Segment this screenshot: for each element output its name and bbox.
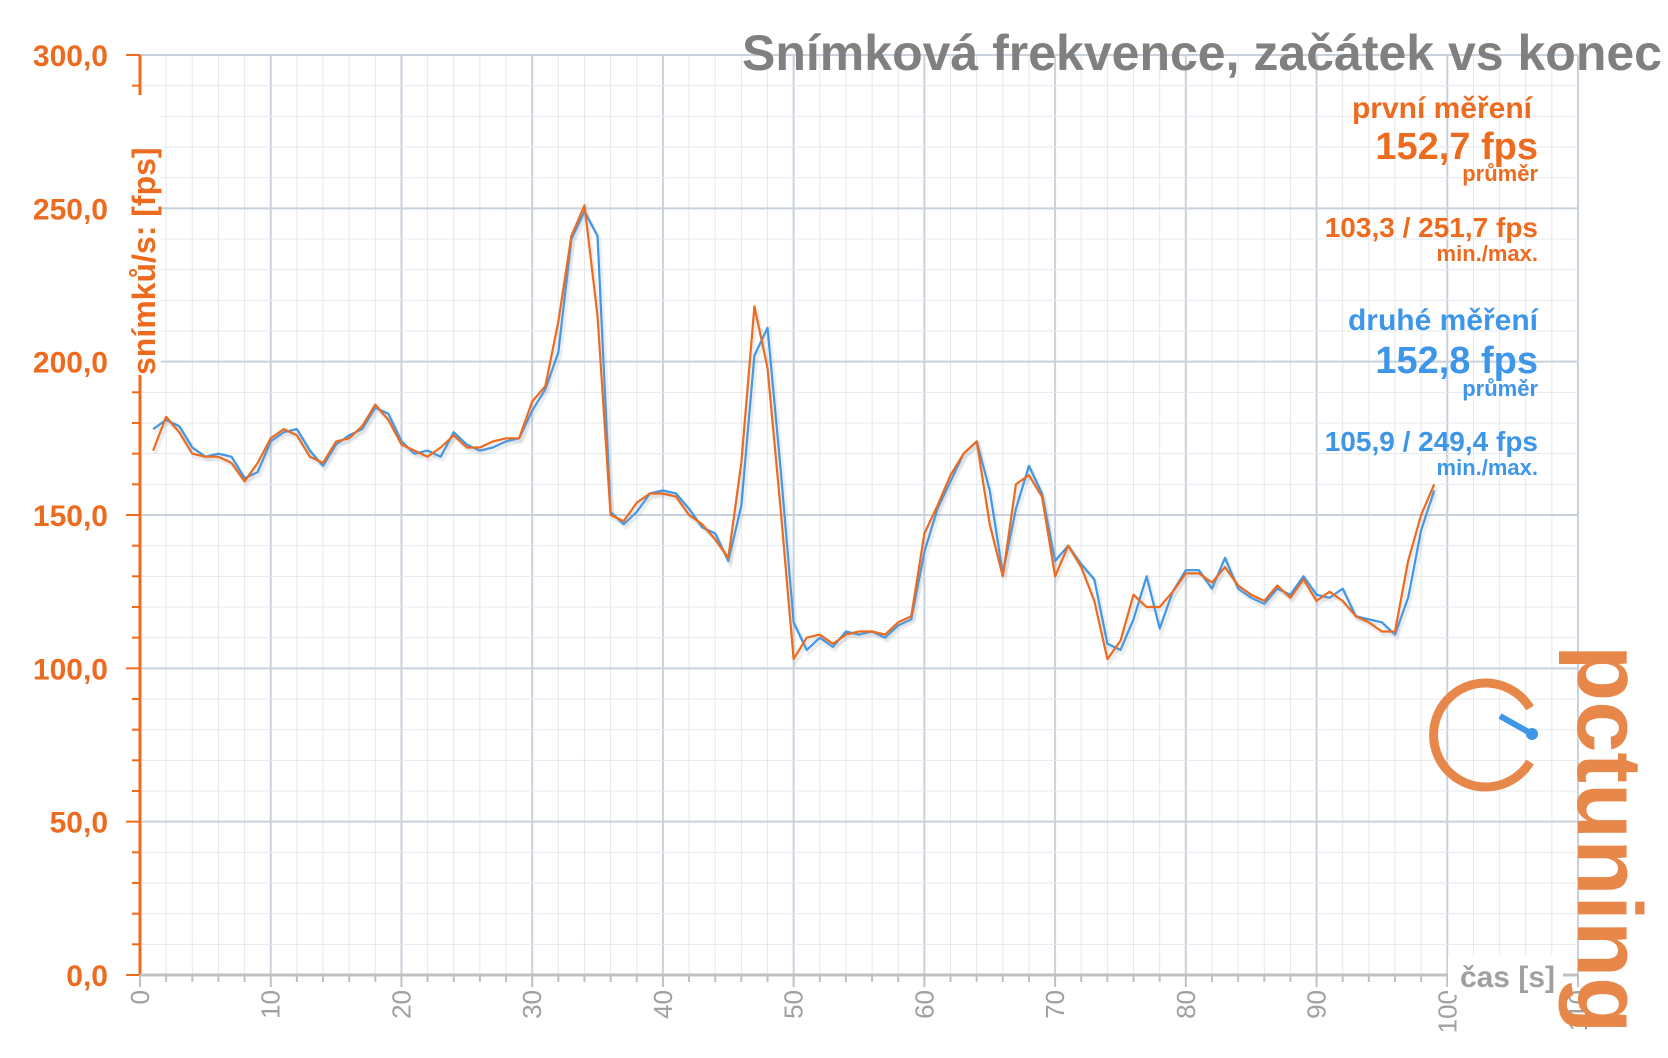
x-axis-label: čas [s]	[1460, 961, 1555, 994]
second-label: druhé měření	[1348, 304, 1540, 337]
x-tick-label: 60	[909, 990, 939, 1019]
first-minmax-label: min./max.	[1437, 241, 1538, 266]
x-tick-label: 0	[125, 990, 155, 1004]
y-tick-label: 150,0	[33, 500, 108, 533]
first-avg-label: průměr	[1462, 161, 1538, 186]
series-line-first	[152, 204, 1436, 661]
grid	[140, 54, 1579, 975]
second-avg: 152,8 fps	[1375, 340, 1538, 382]
x-tick-label: 80	[1171, 990, 1201, 1019]
x-tick-label: 70	[1040, 990, 1070, 1019]
annotation-second: druhé měření 152,8 fps průměr 105,9 / 24…	[1325, 304, 1540, 480]
first-avg: 152,7 fps	[1375, 126, 1538, 168]
x-tick-label: 110	[1563, 990, 1593, 1031]
first-label: první měření	[1352, 92, 1534, 125]
series-shadow	[153, 209, 1439, 657]
x-tick-label: 40	[648, 990, 678, 1019]
series-line-second	[152, 210, 1436, 652]
logo-hub-icon	[1526, 728, 1538, 740]
x-tick-label: 20	[386, 990, 416, 1019]
logo-gauge-icon	[1429, 678, 1534, 792]
second-minmax: 105,9 / 249,4 fps	[1325, 426, 1538, 457]
second-minmax-label: min./max.	[1437, 455, 1538, 480]
y-tick-label: 250,0	[33, 193, 108, 226]
logo-text: pctuning	[1558, 645, 1660, 1033]
y-tick-label: 300,0	[33, 40, 108, 73]
x-tick-label: 30	[517, 990, 547, 1019]
y-tick-label: 100,0	[33, 653, 108, 686]
second-avg-label: průměr	[1462, 376, 1538, 401]
x-axis-minor-ticks	[139, 975, 1579, 987]
chart-title: Snímková frekvence, začátek vs konec	[742, 25, 1662, 81]
logo-needle-icon	[1498, 713, 1534, 737]
y-tick-labels: 0,0 50,0 100,0 150,0 200,0 250,0 300,0	[33, 40, 108, 993]
annotation-first: první měření 152,7 fps průměr 103,3 / 25…	[1325, 92, 1539, 266]
series-shadow	[153, 200, 1439, 669]
x-tick-label: 50	[779, 990, 809, 1019]
x-tick-label: 10	[256, 990, 286, 1019]
pctuning-logo: pctuning	[1429, 645, 1660, 1033]
y-tick-label: 200,0	[33, 347, 108, 380]
xlabel-bg	[1448, 955, 1563, 995]
y-tick-label: 0,0	[66, 960, 108, 993]
x-tick-label: 90	[1302, 990, 1332, 1019]
first-minmax: 103,3 / 251,7 fps	[1325, 212, 1538, 243]
x-tick-labels: 0 10 20 30 40 50 60 70 80 90 100 110	[125, 990, 1593, 1033]
y-axis-label: snímků/s: [fps]	[126, 147, 162, 375]
x-tick-label: 100	[1432, 990, 1462, 1033]
y-tick-label: 50,0	[50, 807, 108, 840]
series-lines	[152, 200, 1439, 669]
ylabel-bg	[123, 95, 161, 375]
